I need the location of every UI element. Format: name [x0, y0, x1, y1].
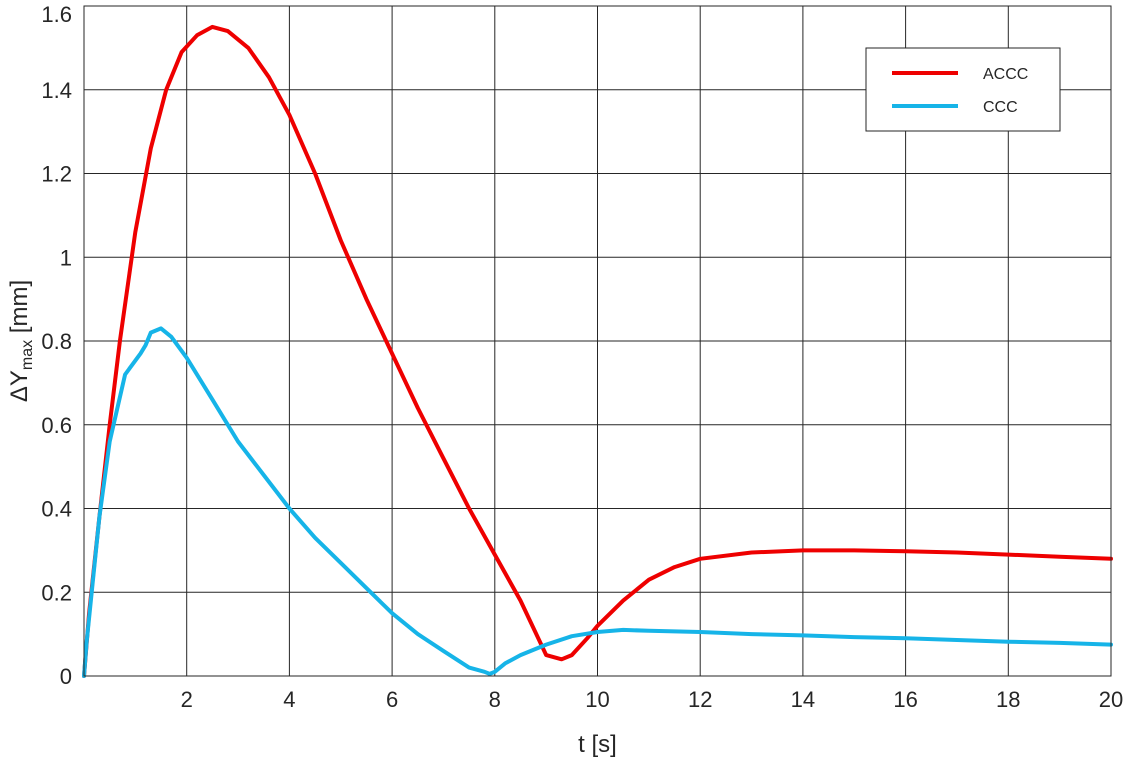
- x-tick-labels: 2 4 6 8 10 12 14 16 18 20: [181, 687, 1124, 712]
- x-tick-label: 18: [996, 687, 1020, 712]
- series-line-accc: [82, 24, 1113, 678]
- y-tick-label: 0.4: [41, 497, 72, 522]
- x-tick-label: 20: [1099, 687, 1123, 712]
- x-axis-label: t [s]: [578, 731, 617, 758]
- x-tick-label: 8: [489, 687, 501, 712]
- x-tick-label: 6: [386, 687, 398, 712]
- y-tick-labels: 0 0.2 0.4 0.6 0.8 1 1.2 1.4 1.6: [41, 2, 72, 689]
- y-tick-label: 1.6: [41, 2, 72, 27]
- y-axis-label-sub: max: [19, 340, 36, 370]
- y-tick-label: 0.8: [41, 329, 72, 354]
- y-tick-label: 0: [60, 664, 72, 689]
- y-tick-label: 1.4: [41, 78, 72, 103]
- legend-label-ccc: CCC: [983, 99, 1018, 116]
- x-tick-label: 14: [791, 687, 815, 712]
- series-layer: [82, 24, 1113, 678]
- y-tick-label: 0.2: [41, 580, 72, 605]
- y-axis-label-unit: [mm]: [6, 280, 33, 340]
- x-tick-label: 12: [688, 687, 712, 712]
- legend-box: [865, 47, 1061, 132]
- x-tick-label: 16: [893, 687, 917, 712]
- y-axis-label: ΔYmax [mm]: [6, 280, 36, 402]
- legend: ACCC CCC: [865, 47, 1061, 132]
- x-tick-label: 2: [181, 687, 193, 712]
- plot-frame: [83, 5, 1112, 677]
- x-tick-label: 4: [283, 687, 295, 712]
- x-tick-label: 10: [585, 687, 609, 712]
- series-line-ccc: [82, 326, 1113, 678]
- y-tick-label: 1.2: [41, 162, 72, 187]
- legend-label-accc: ACCC: [983, 66, 1028, 83]
- y-tick-label: 1: [60, 245, 72, 270]
- y-tick-label: 0.6: [41, 413, 72, 438]
- y-axis-label-main: ΔY: [6, 370, 33, 402]
